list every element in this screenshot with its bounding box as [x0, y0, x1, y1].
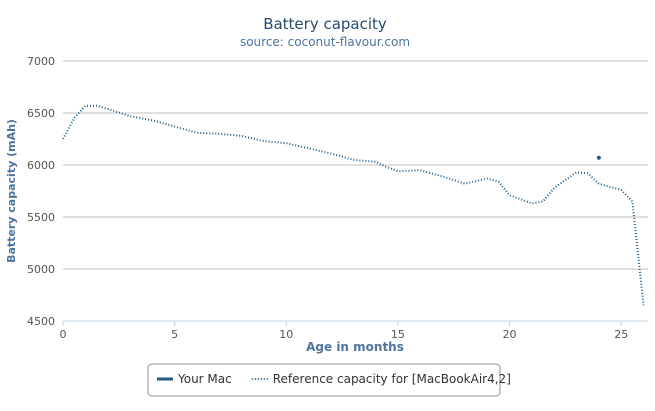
y-tick-label: 5000 — [27, 263, 55, 276]
y-tick-label: 6000 — [27, 159, 55, 172]
chart-title: Battery capacity — [263, 15, 387, 33]
x-tick-label: 5 — [171, 328, 178, 341]
data-line — [62, 104, 645, 306]
legend-box — [147, 363, 501, 397]
data-point — [596, 155, 601, 160]
x-axis-label: Age in months — [306, 340, 404, 354]
y-tick-label: 5500 — [27, 211, 55, 224]
x-tick-label: 0 — [60, 328, 67, 341]
x-tick-label: 20 — [503, 328, 517, 341]
legend-label[interactable]: Reference capacity for [MacBookAir4,2] — [273, 372, 511, 386]
y-axis-label: Battery capacity (mAh) — [5, 119, 18, 263]
chart-subtitle: source: coconut-flavour.com — [240, 35, 410, 49]
x-tick-label: 10 — [279, 328, 293, 341]
y-tick-label: 4500 — [27, 315, 55, 328]
x-tick-label: 15 — [391, 328, 405, 341]
y-tick-label: 6500 — [27, 107, 55, 120]
y-tick-label: 7000 — [27, 55, 55, 68]
legend-label[interactable]: Your Mac — [177, 372, 232, 386]
x-tick-label: 25 — [614, 328, 628, 341]
